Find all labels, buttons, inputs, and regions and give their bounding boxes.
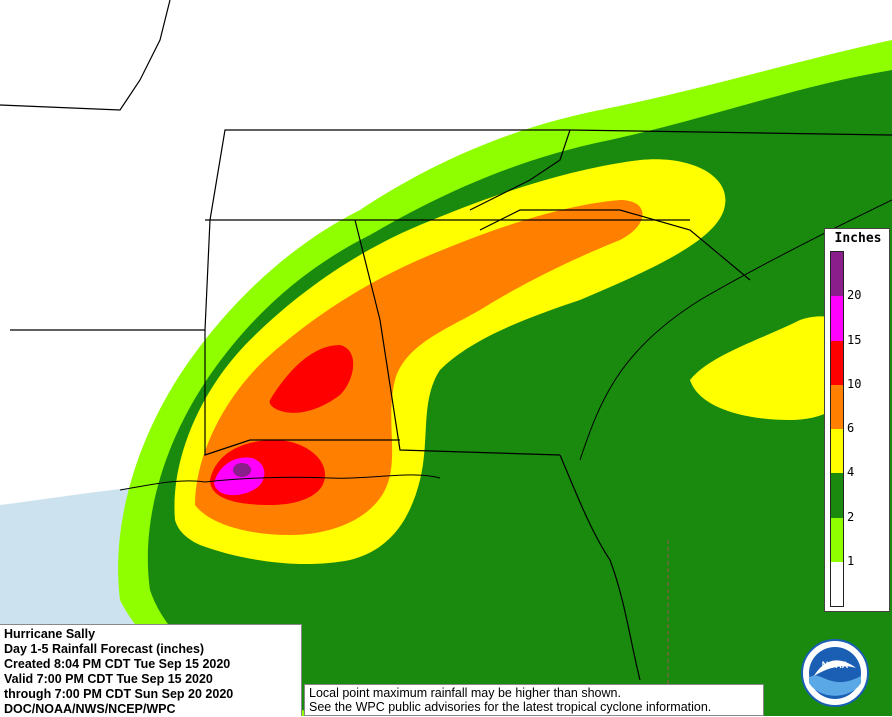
advisory-note-line-2: See the WPC public advisories for the la…	[309, 700, 712, 714]
info-line-5: through 7:00 PM CDT Sun Sep 20 2020	[4, 687, 234, 701]
legend-label-2: 2	[847, 509, 855, 524]
noaa-logo-wave	[809, 675, 861, 696]
legend-swatch-15	[831, 296, 843, 341]
legend-swatch-4	[831, 429, 843, 474]
legend-swatch-6	[831, 384, 843, 429]
legend-swatch-20	[831, 252, 843, 297]
rainfall-legend: Inches 20 15 10 6 4 2 1	[824, 228, 890, 612]
advisory-note-line-1: Local point maximum rainfall may be high…	[309, 686, 621, 700]
legend-title: Inches	[834, 231, 882, 246]
rain-contour-20	[233, 463, 251, 477]
legend-swatch-10	[831, 340, 843, 385]
noaa-logo-text: NOAA	[822, 660, 849, 670]
legend-label-10: 10	[847, 376, 862, 391]
legend-label-1: 1	[847, 553, 855, 568]
noaa-logo-bird	[814, 660, 856, 676]
legend-swatch-none	[831, 561, 843, 606]
info-line-6: DOC/NOAA/NWS/NCEP/WPC	[4, 702, 176, 716]
info-line-3: Created 8:04 PM CDT Tue Sep 15 2020	[4, 657, 231, 671]
rain-contour-4-atlantic	[690, 316, 860, 420]
noaa-logo: NOAA	[801, 639, 869, 707]
legend-label-15: 15	[847, 332, 862, 347]
legend-label-4: 4	[847, 465, 855, 480]
legend-swatch-1	[831, 517, 843, 562]
legend-swatch-2	[831, 473, 843, 518]
rain-contour-10-north	[269, 345, 354, 413]
info-line-4: Valid 7:00 PM CDT Tue Sep 15 2020	[4, 672, 213, 686]
info-line-1: Hurricane Sally	[4, 627, 96, 641]
advisory-note: Local point maximum rainfall may be high…	[304, 684, 764, 716]
forecast-info-box: Hurricane Sally Day 1-5 Rainfall Forecast…	[0, 624, 302, 716]
legend-label-20: 20	[847, 288, 862, 303]
legend-label-6: 6	[847, 421, 855, 435]
info-line-2: Day 1-5 Rainfall Forecast (inches)	[4, 642, 205, 656]
legend-color-bar	[830, 251, 844, 607]
state-borders	[0, 0, 892, 681]
